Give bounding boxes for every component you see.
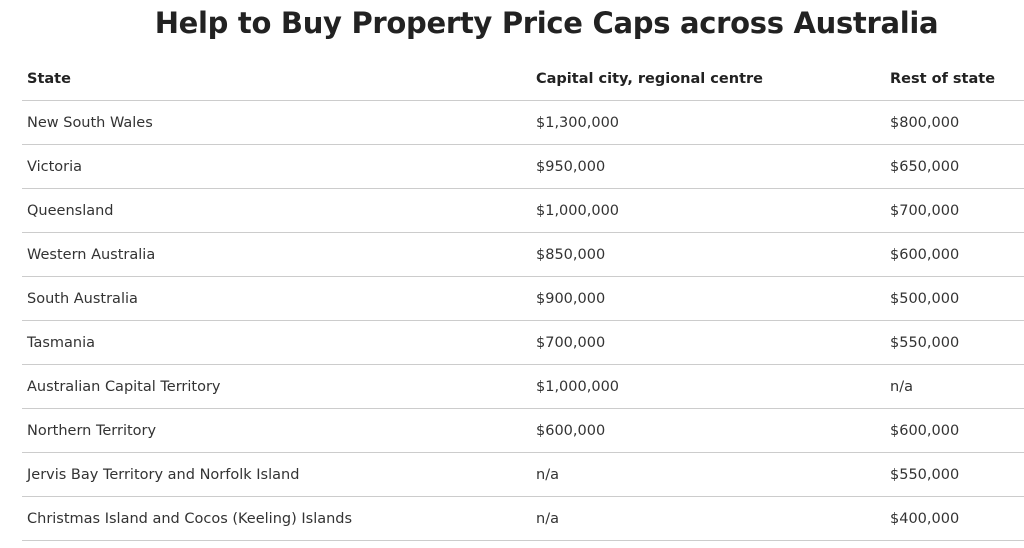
table-row: Western Australia $850,000 $600,000 [22,232,1024,277]
table-cell: $650,000 [885,144,1024,189]
table-cell: $900,000 [531,276,885,321]
table-cell: $500,000 [885,276,1024,321]
table-cell: Northern Territory [22,408,531,453]
table-cell: $600,000 [885,408,1024,453]
table-row: Australian Capital Territory $1,000,000 n/… [22,364,1024,409]
table-head: State Capital city, regional centre Rest o… [22,57,1024,101]
table-row: New South Wales $1,300,000 $800,000 [22,100,1024,145]
table-cell: n/a [885,364,1024,409]
table-cell: Jervis Bay Territory and Norfolk Island [22,452,531,497]
table-cell: $700,000 [885,188,1024,233]
table-row: Northern Territory $600,000 $600,000 [22,408,1024,453]
table-cell: Victoria [22,144,531,189]
table-cell: $950,000 [531,144,885,189]
table-body: New South Wales $1,300,000 $800,000 Victori… [22,100,1024,541]
table-row: Tasmania $700,000 $550,000 [22,320,1024,365]
column-header: Rest of state [885,57,1024,101]
column-header: State [22,57,531,101]
table-cell: Tasmania [22,320,531,365]
table-cell: Australian Capital Territory [22,364,531,409]
table-cell: New South Wales [22,100,531,145]
column-header: Capital city, regional centre [531,57,885,101]
table-cell: $1,300,000 [531,100,885,145]
table-cell: $700,000 [531,320,885,365]
price-cap-table: State Capital city, regional centre Rest o… [22,57,1024,541]
table-cell: Christmas Island and Cocos (Keeling) Isl… [22,496,531,541]
table-cell: n/a [531,452,885,497]
table-cell: n/a [531,496,885,541]
table-cell: $1,000,000 [531,364,885,409]
table-cell: South Australia [22,276,531,321]
table-row: Christmas Island and Cocos (Keeling) Isl… [22,496,1024,541]
table-cell: $550,000 [885,452,1024,497]
title: Help to Buy Property Price Caps across A… [154,6,939,40]
table-cell: $600,000 [531,408,885,453]
table-row: Victoria $950,000 $650,000 [22,144,1024,189]
table-cell: $850,000 [531,232,885,277]
table-cell: $800,000 [885,100,1024,145]
header-row: State Capital city, regional centre Rest o… [22,57,1024,101]
table-row: Queensland $1,000,000 $700,000 [22,188,1024,233]
table-cell: $1,000,000 [531,188,885,233]
table-cell: $400,000 [885,496,1024,541]
table-cell: $550,000 [885,320,1024,365]
table-row: South Australia $900,000 $500,000 [22,276,1024,321]
table-cell: $600,000 [885,232,1024,277]
table-row: Jervis Bay Territory and Norfolk Island n… [22,452,1024,497]
table-cell: Western Australia [22,232,531,277]
table-cell: Queensland [22,188,531,233]
